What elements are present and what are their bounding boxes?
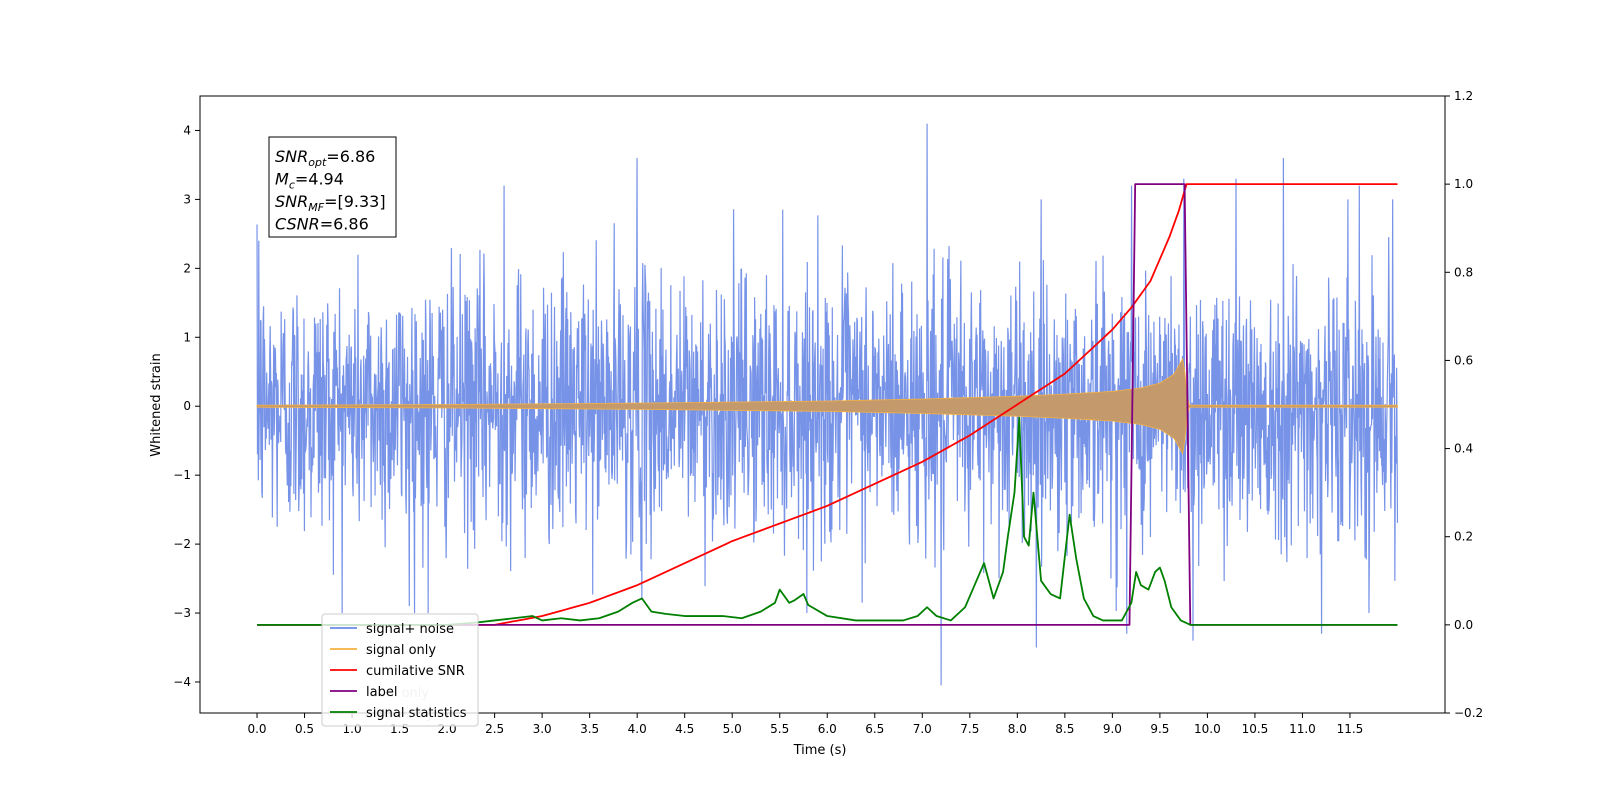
y2-tick-label: 0.0 <box>1454 618 1473 632</box>
x-tick-label: 3.0 <box>533 722 552 736</box>
y2-tick-label: 1.2 <box>1454 89 1473 103</box>
x-tick-label: 10.5 <box>1242 722 1269 736</box>
y2-tick-label: 0.4 <box>1454 442 1473 456</box>
x-tick-label: 5.0 <box>723 722 742 736</box>
y2-tick-label: 0.6 <box>1454 353 1473 367</box>
plot-frame <box>199 95 1446 714</box>
annotation-line: Mc=4.94 <box>275 170 344 192</box>
x-tick-label: 11.5 <box>1337 722 1364 736</box>
annotation-line: SNRMF=[9.33] <box>275 192 386 214</box>
y2-tick-label: −0.2 <box>1454 706 1483 720</box>
x-tick-label: 6.0 <box>818 722 837 736</box>
y-tick-label: 3 <box>183 192 191 206</box>
x-tick-label: 10.0 <box>1194 722 1221 736</box>
y-tick-label: 2 <box>183 261 191 275</box>
series-signal-only-band <box>256 357 1398 455</box>
y-axis-left: 4 3 2 1 0 −1 −2 −3 −4 <box>173 123 200 689</box>
x-tick-label: 2.5 <box>485 722 504 736</box>
annotation-line: CSNR=6.86 <box>275 215 369 234</box>
x-tick-label: 6.5 <box>865 722 884 736</box>
x-tick-label: 0.5 <box>295 722 314 736</box>
x-tick-label: 7.5 <box>960 722 979 736</box>
x-tick-label: 8.0 <box>1008 722 1027 736</box>
y-axis-right: 1.2 1.0 0.8 0.6 0.4 0.2 0.0 −0.2 <box>1445 89 1483 720</box>
y-tick-label: −1 <box>173 468 191 482</box>
series-cumulative-snr-line <box>257 183 1398 626</box>
y-tick-label: 0 <box>183 399 191 413</box>
legend-entry-label: label <box>366 685 397 700</box>
legend-entry-label: signal statistics <box>366 706 467 721</box>
x-tick-label: 7.0 <box>913 722 932 736</box>
x-tick-label: 5.5 <box>770 722 789 736</box>
legend-entry-label: cumilative SNR <box>366 664 465 679</box>
x-tick-label: 9.0 <box>1103 722 1122 736</box>
x-tick-label: 0.0 <box>247 722 266 736</box>
y-tick-label: −4 <box>173 675 191 689</box>
y2-tick-label: 0.2 <box>1454 530 1473 544</box>
x-tick-label: 4.0 <box>628 722 647 736</box>
y-tick-label: −3 <box>173 606 191 620</box>
series-layer <box>256 123 1399 686</box>
x-axis: 0.0 0.5 1.0 1.5 2.0 2.5 3.0 3.5 4.0 4.5 5.0 5.5 6.0 6… <box>247 713 1363 736</box>
y2-tick-label: 1.0 <box>1454 177 1473 191</box>
annotation-frame <box>268 136 397 238</box>
legend: label onlyalpha onlysignal+ noisesignal … <box>321 613 479 727</box>
x-tick-label: 8.5 <box>1055 722 1074 736</box>
legend-entry-label: signal only <box>366 643 436 658</box>
annotation-line: SNRopt=6.86 <box>275 147 375 169</box>
series-signal-statistics-line <box>257 416 1398 626</box>
y-tick-label: 1 <box>183 330 191 344</box>
x-axis-label: Time (s) <box>793 743 847 758</box>
y-tick-label: −2 <box>173 537 191 551</box>
y-axis-label: Whitened strain <box>149 353 164 456</box>
x-tick-label: 11.0 <box>1289 722 1316 736</box>
x-tick-label: 9.5 <box>1150 722 1169 736</box>
y-tick-label: 4 <box>183 123 191 137</box>
legend-frame <box>321 613 479 727</box>
legend-entry-label: signal+ noise <box>366 622 454 637</box>
x-tick-label: 4.5 <box>675 722 694 736</box>
x-tick-label: 3.5 <box>580 722 599 736</box>
y2-tick-label: 0.8 <box>1454 265 1473 279</box>
